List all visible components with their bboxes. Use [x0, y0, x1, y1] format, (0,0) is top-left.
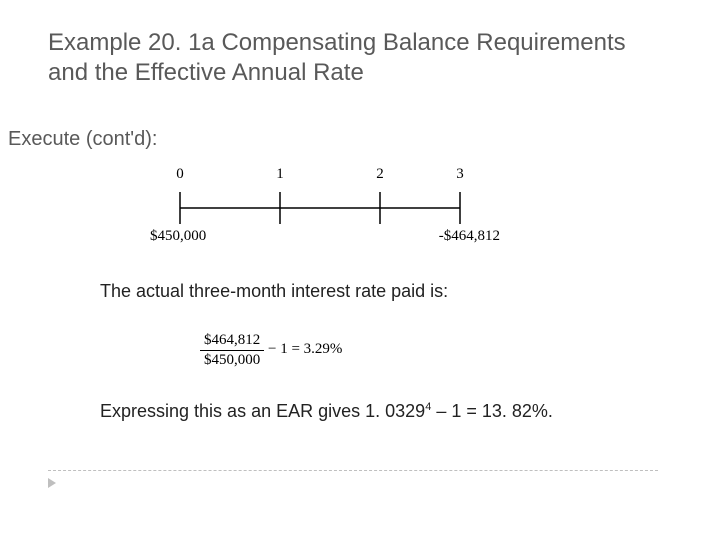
slide-title: Example 20. 1a Compensating Balance Requ… — [48, 28, 648, 88]
timeline-diagram: $450,000 -$464,812 0123 — [150, 166, 480, 256]
body2-suffix: – 1 = 13. 82%. — [431, 401, 553, 421]
body-text-1: The actual three-month interest rate pai… — [100, 280, 620, 303]
timeline-tick-label: 3 — [456, 166, 464, 183]
fraction-result: − 1 = 3.29% — [268, 341, 342, 358]
slide: Example 20. 1a Compensating Balance Requ… — [0, 0, 720, 540]
timeline-right-value: -$464,812 — [439, 228, 500, 245]
fraction: $464,812 $450,000 — [200, 332, 264, 369]
body-text-2: Expressing this as an EAR gives 1. 03294… — [100, 400, 660, 423]
timeline-left-value: $450,000 — [150, 228, 206, 245]
fraction-bar — [200, 350, 264, 351]
timeline-tick-label: 1 — [276, 166, 284, 183]
execute-subhead: Execute (cont'd): — [8, 128, 157, 151]
footer-bullet-icon — [48, 478, 56, 488]
fraction-numerator: $464,812 — [200, 332, 264, 349]
fraction-denominator: $450,000 — [200, 352, 264, 369]
body2-prefix: Expressing this as an EAR gives 1. 0329 — [100, 401, 425, 421]
timeline-tick-label: 2 — [376, 166, 384, 183]
footer-divider — [48, 470, 658, 471]
timeline-tick-label: 0 — [176, 166, 184, 183]
